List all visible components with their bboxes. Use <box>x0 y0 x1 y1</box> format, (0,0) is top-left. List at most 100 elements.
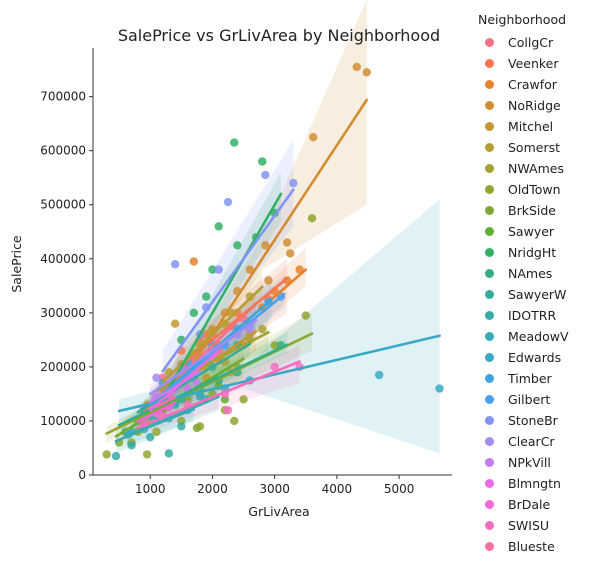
legend-item-sawyer: Sawyer <box>478 221 590 242</box>
legend-item-crawfor: Crawfor <box>478 74 590 95</box>
legend-label: MeadowV <box>508 329 569 344</box>
point-oldtown <box>102 450 111 459</box>
point-edwards <box>435 384 444 393</box>
legend-label: ClearCr <box>508 434 555 449</box>
legend-item-timber: Timber <box>478 368 590 389</box>
legend-marker <box>485 227 494 236</box>
legend-label: SawyerW <box>508 287 567 302</box>
point-idotrr <box>127 441 136 450</box>
x-axis-label: GrLivArea <box>248 504 309 519</box>
legend-label: Timber <box>508 371 552 386</box>
legend-label: NPkVill <box>508 455 551 470</box>
legend-marker <box>485 290 494 299</box>
legend-item-swisu: SWISU <box>478 515 590 536</box>
ci-band-stonebr <box>162 139 294 394</box>
point-nridght <box>214 222 223 231</box>
legend-label: OldTown <box>508 182 561 197</box>
legend: Neighborhood CollgCr Veenker Crawfor NoRidg… <box>478 12 590 557</box>
legend-item-blmngtn: Blmngtn <box>478 473 590 494</box>
legend-label: Crawfor <box>508 77 557 92</box>
point-nridght <box>258 157 267 166</box>
point-somerst <box>245 292 254 301</box>
legend-item-meadowv: MeadowV <box>478 326 590 347</box>
legend-marker <box>485 395 494 404</box>
point-nridght <box>230 138 239 147</box>
legend-marker <box>485 374 494 383</box>
axes: 1000 2000 3000 4000 5000 0 100000 200000 300000 4… <box>40 48 452 496</box>
regression-line-names <box>117 343 289 427</box>
legend-label: Mitchel <box>508 119 554 134</box>
point-noridge <box>286 249 295 258</box>
point-oldtown <box>270 341 279 350</box>
point-edwards <box>195 392 205 401</box>
legend-title: Neighborhood <box>478 12 567 27</box>
point-noridge <box>282 238 292 247</box>
legend-marker <box>485 185 494 194</box>
point-crawfor <box>189 257 198 266</box>
legend-item-nridght: NridgHt <box>478 242 590 263</box>
point-nridght <box>208 265 217 274</box>
legend-item-nwames: NWAmes <box>478 158 590 179</box>
legend-marker <box>485 542 494 551</box>
y-tick-label: 500000 <box>40 198 86 212</box>
point-stonebr <box>223 197 233 207</box>
legend-label: BrDale <box>508 497 551 512</box>
legend-marker <box>485 143 494 152</box>
legend-marker <box>485 479 494 488</box>
legend-label: Blmngtn <box>508 476 561 491</box>
point-oldtown <box>301 311 310 320</box>
legend-item-clearcr: ClearCr <box>478 431 590 452</box>
legend-marker <box>485 59 494 68</box>
legend-marker <box>485 311 494 320</box>
point-idotrr <box>164 449 174 458</box>
legend-marker <box>485 500 494 509</box>
point-noridge <box>245 265 254 274</box>
legend-marker <box>485 122 494 131</box>
point-idotrr <box>177 422 186 431</box>
y-tick-label: 0 <box>78 468 86 482</box>
point-oldtown <box>307 214 317 223</box>
point-noridge <box>264 276 273 285</box>
regression-line-swisu <box>136 360 301 429</box>
legend-label: SWISU <box>508 518 550 533</box>
point-stonebr <box>214 265 223 274</box>
regression-line-blmngtn <box>148 349 220 412</box>
legend-item-idotrr: IDOTRR <box>478 305 590 326</box>
point-edwards <box>375 370 384 380</box>
x-tick-label: 2000 <box>197 482 228 496</box>
legend-label: NWAmes <box>508 161 564 176</box>
point-oldtown <box>152 427 161 436</box>
legend-label: Sawyer <box>508 224 555 239</box>
legend-item-sawyerw: SawyerW <box>478 284 590 305</box>
legend-marker <box>485 437 494 446</box>
legend-marker <box>485 164 494 173</box>
regression-line-clearcr <box>148 319 258 396</box>
point-stonebr <box>170 260 180 269</box>
y-tick-label: 400000 <box>40 252 86 266</box>
point-nridght <box>233 241 242 250</box>
legend-label: Somerst <box>508 140 561 155</box>
legend-item-stonebr: StoneBr <box>478 410 590 431</box>
chart-title: SalePrice vs GrLivArea by Neighborhood <box>118 26 440 45</box>
regression-line-nwames <box>155 331 270 392</box>
point-noridge <box>362 68 371 77</box>
point-clearcr <box>152 373 161 382</box>
legend-label: StoneBr <box>508 413 558 428</box>
legend-marker <box>485 80 494 89</box>
point-nridght <box>202 292 211 301</box>
x-tick-label: 5000 <box>384 482 415 496</box>
point-noridge <box>352 62 362 72</box>
regression-lines <box>105 98 441 443</box>
point-swisu <box>270 362 279 372</box>
point-oldtown <box>142 450 152 459</box>
legend-marker <box>485 521 494 530</box>
legend-item-blueste: Blueste <box>478 536 590 557</box>
legend-label: CollgCr <box>508 35 554 50</box>
legend-label: Veenker <box>508 56 559 71</box>
legend-marker <box>485 269 494 278</box>
regression-line-stonebr <box>161 188 295 373</box>
point-stonebr <box>289 178 298 188</box>
point-oldtown <box>230 416 239 426</box>
